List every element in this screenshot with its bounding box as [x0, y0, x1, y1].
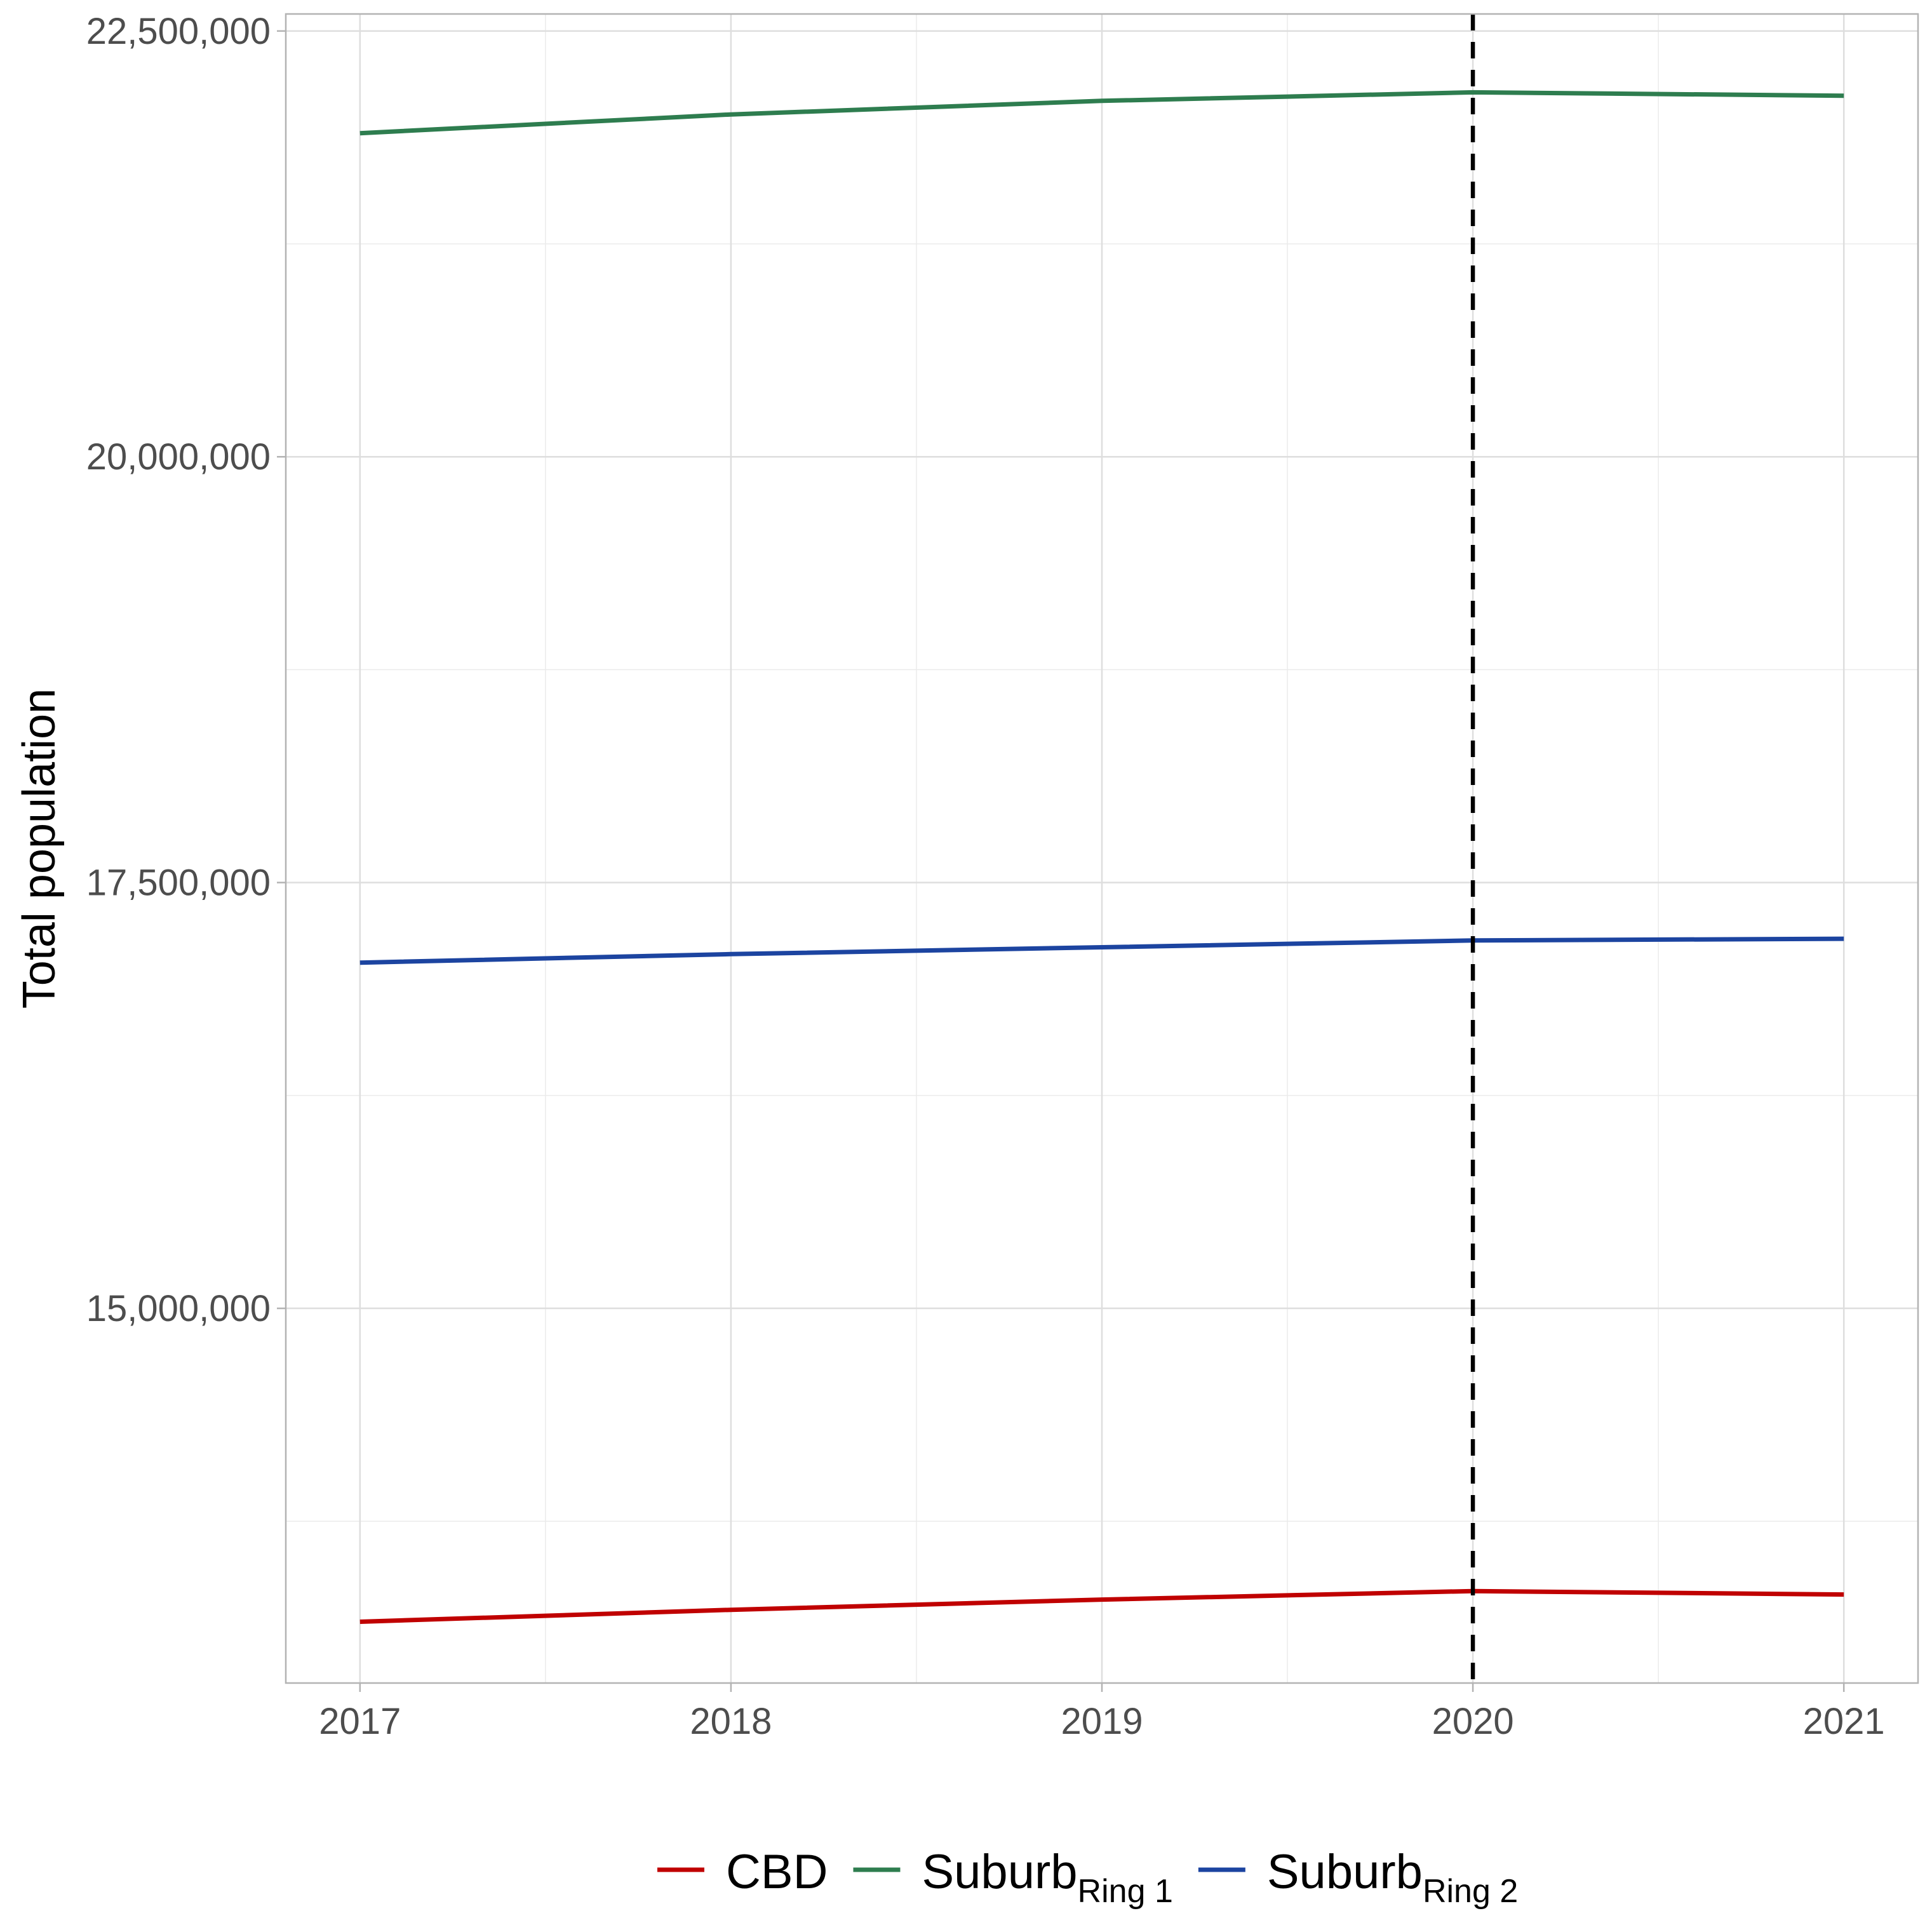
x-tick-label: 2021	[1803, 1701, 1885, 1742]
legend-item-2: SuburbRing 1	[853, 1845, 1173, 1910]
x-tick-label: 2020	[1432, 1701, 1514, 1742]
y-tick-label: 17,500,000	[86, 862, 271, 904]
legend-label: SuburbRing 1	[922, 1845, 1172, 1910]
x-tick-label: 2017	[319, 1701, 401, 1742]
legend-label: SuburbRing 2	[1267, 1845, 1518, 1910]
y-tick-label: 22,500,000	[86, 11, 271, 52]
series-lines	[359, 90, 1844, 1624]
legend-label: CBD	[726, 1845, 828, 1899]
x-tick-label: 2019	[1061, 1701, 1143, 1742]
x-axis-ticks: 2017 2018 2019 2020 2021	[319, 1683, 1885, 1742]
series-line-1	[359, 1588, 1844, 1624]
y-axis-ticks: 15,000,000 17,500,000 20,000,000 22,500,000	[86, 11, 286, 1329]
legend-item-3: SuburbRing 2	[1198, 1845, 1518, 1910]
y-axis-title: Total population	[14, 688, 65, 1009]
y-tick-label: 15,000,000	[86, 1288, 271, 1329]
legend-item-1: CBD	[657, 1845, 828, 1899]
series-line-3	[359, 936, 1844, 965]
major-gridlines	[286, 14, 1918, 1683]
x-tick-label: 2018	[690, 1701, 772, 1742]
series-line-2	[359, 90, 1844, 136]
y-tick-label: 20,000,000	[86, 436, 271, 478]
legend: CBD SuburbRing 1 SuburbRing 2	[657, 1845, 1518, 1910]
